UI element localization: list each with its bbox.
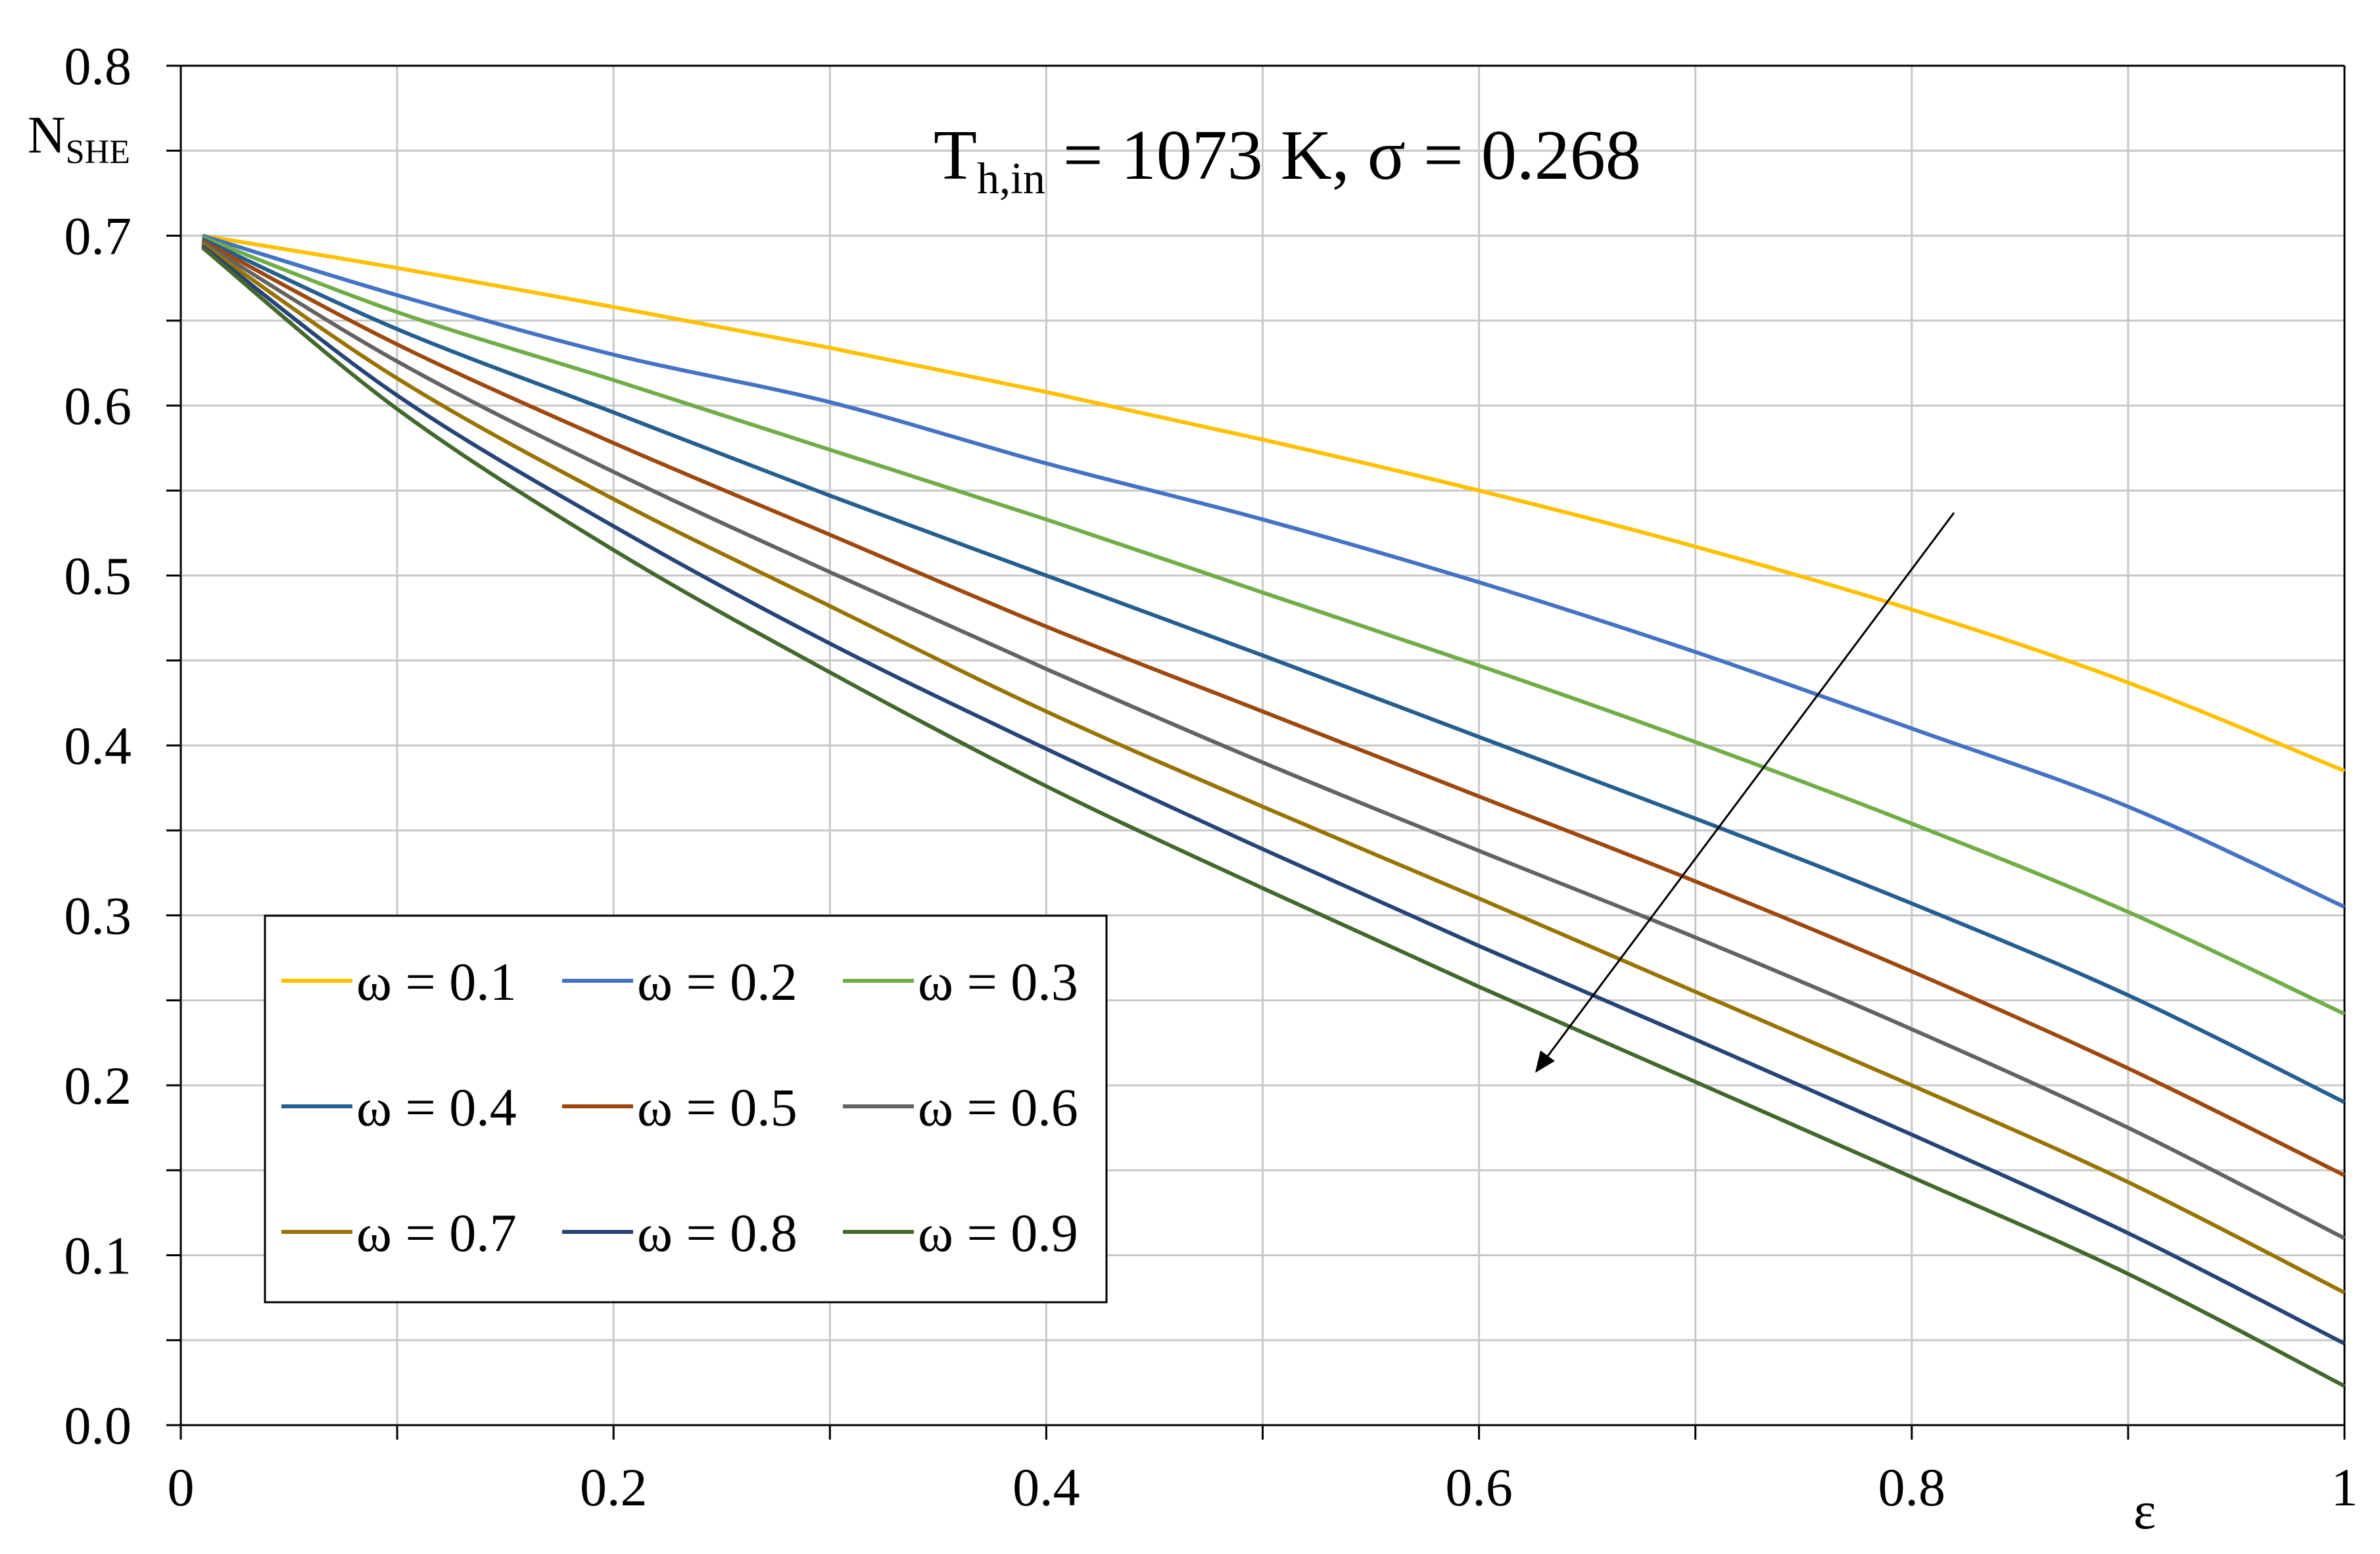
legend-label: ω = 0.4	[356, 1077, 517, 1137]
series-line	[201, 242, 2346, 1295]
trend-arrow	[1535, 512, 1955, 1073]
y-axis-label: NSHE	[28, 106, 130, 171]
series-line	[201, 235, 2346, 1016]
legend-label: ω = 0.1	[356, 952, 517, 1012]
series-line	[201, 241, 2346, 1240]
legend-label: ω = 0.3	[918, 952, 1078, 1012]
x-tick-label: 0	[168, 1457, 195, 1517]
trend-arrow-head	[1535, 1050, 1555, 1073]
y-tick-label: 0.1	[64, 1226, 132, 1286]
series-line	[201, 239, 2346, 1177]
legend-box	[264, 914, 1108, 1304]
series-line	[201, 244, 2346, 1346]
legend-label: ω = 0.9	[918, 1203, 1078, 1263]
x-tick-label: 0.2	[580, 1457, 648, 1517]
series-line	[201, 246, 2346, 1388]
series-line	[202, 233, 2346, 909]
chart-title: Th,in = 1073 K, σ = 0.268	[934, 116, 1641, 203]
series-line	[202, 233, 2346, 773]
y-tick-label: 0.2	[64, 1056, 132, 1116]
legend-label: ω = 0.7	[356, 1203, 517, 1263]
x-tick-label: 1	[2331, 1457, 2358, 1517]
x-tick-label: 0.6	[1445, 1457, 1513, 1517]
legend: ω = 0.1 ω = 0.2 ω = 0.3 ω = 0.4 ω = 0.5 ω = 0…	[264, 914, 1108, 1304]
tick-labels: 0.0 0.1 0.2 0.3 0.4 0.5 0.6 0.7 0.8 0 0.2 0.4 0.6 0.8…	[64, 36, 2358, 1517]
x-tick-label: 0.8	[1878, 1457, 1946, 1517]
x-tick-label: 0.4	[1012, 1457, 1080, 1517]
trend-arrow-shaft	[1544, 512, 1955, 1060]
y-tick-label: 0.0	[64, 1396, 132, 1455]
legend-label: ω = 0.6	[918, 1077, 1078, 1137]
x-axis-label: ε	[2133, 1480, 2156, 1540]
y-tick-label: 0.3	[64, 886, 132, 946]
y-tick-label: 0.8	[64, 36, 132, 96]
series-line	[201, 237, 2346, 1104]
series-lines	[201, 233, 2346, 1388]
axes	[166, 64, 2346, 1440]
y-tick-label: 0.5	[64, 546, 132, 606]
y-tick-label: 0.4	[64, 716, 132, 776]
legend-label: ω = 0.5	[637, 1077, 797, 1137]
y-tick-label: 0.7	[64, 206, 132, 266]
y-tick-label: 0.6	[64, 376, 132, 436]
legend-label: ω = 0.8	[637, 1203, 797, 1263]
legend-label: ω = 0.2	[637, 952, 797, 1012]
